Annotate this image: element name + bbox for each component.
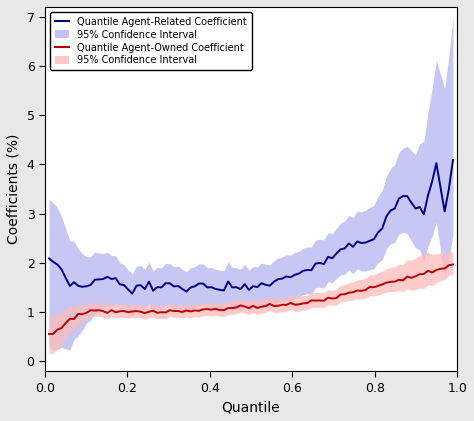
- Y-axis label: Coefficients (%): Coefficients (%): [7, 134, 21, 244]
- Legend: Quantile Agent-Related Coefficient, 95% Confidence Interval, Quantile Agent-Owne: Quantile Agent-Related Coefficient, 95% …: [50, 12, 252, 70]
- X-axis label: Quantile: Quantile: [222, 400, 281, 414]
